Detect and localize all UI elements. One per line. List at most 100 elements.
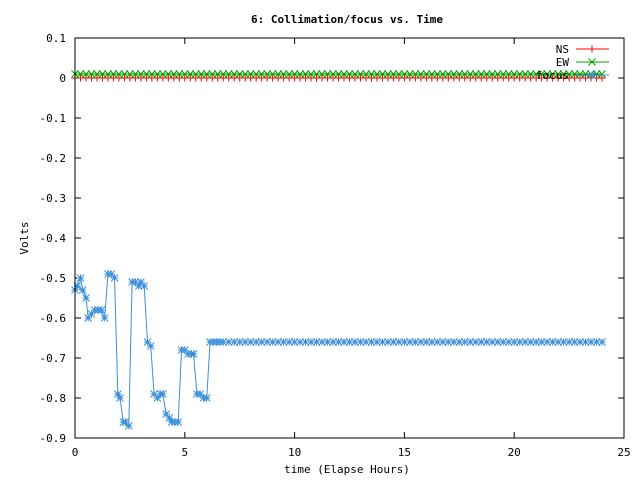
- data-point-ew: [438, 70, 447, 78]
- data-point-focus: [532, 338, 541, 346]
- data-point-focus: [565, 338, 573, 346]
- data-point-focus: [146, 342, 155, 350]
- data-point-focus: [340, 338, 348, 346]
- data-point-ns: [598, 74, 606, 82]
- data-point-ew: [559, 70, 568, 78]
- data-point-focus: [290, 338, 299, 346]
- data-point-ew: [499, 70, 508, 78]
- data-point-focus: [76, 274, 85, 282]
- legend-label-ns: NS: [556, 43, 569, 56]
- data-point-focus: [97, 306, 106, 314]
- data-point-ew: [274, 70, 282, 78]
- legend-label-focus: focus: [536, 69, 569, 82]
- y-tick-label: -0.7: [40, 352, 67, 365]
- data-point-ew: [362, 70, 370, 78]
- data-point-ew: [191, 70, 200, 78]
- series-line-focus: [74, 273, 603, 428]
- data-point-ew: [164, 70, 173, 78]
- data-point-ew: [384, 70, 392, 78]
- data-point-ew: [268, 70, 277, 78]
- x-tick-label: 20: [508, 446, 521, 459]
- data-point-focus: [411, 338, 420, 346]
- y-tick-label: -0.9: [40, 432, 67, 445]
- data-point-ew: [104, 70, 112, 78]
- legend-marker-ew: [588, 58, 596, 66]
- y-tick-label: -0.8: [40, 392, 67, 405]
- data-point-ew: [87, 70, 96, 78]
- y-tick-label: -0.4: [40, 232, 67, 245]
- data-point-ew: [213, 70, 222, 78]
- data-point-ew: [109, 70, 118, 78]
- data-point-focus: [116, 394, 124, 402]
- data-point-ew: [565, 70, 573, 78]
- data-point-ew: [477, 70, 486, 78]
- data-point-ew: [466, 70, 475, 78]
- data-point-focus: [598, 338, 606, 346]
- data-point-ew: [120, 70, 129, 78]
- data-point-ew: [312, 70, 321, 78]
- data-point-focus: [246, 338, 255, 346]
- data-point-ew: [417, 70, 425, 78]
- data-point-ew: [548, 70, 557, 78]
- data-point-ew: [598, 70, 606, 78]
- legend-marker-ns: [588, 45, 596, 53]
- x-axis-label: time (Elapse Hours): [284, 463, 410, 476]
- data-point-focus: [477, 338, 486, 346]
- data-point-ew: [411, 70, 420, 78]
- data-point-focus: [150, 390, 158, 398]
- y-tick-label: -0.2: [40, 152, 67, 165]
- data-point-ew: [137, 70, 145, 78]
- data-point-ew: [235, 70, 244, 78]
- plot-frame: [74, 37, 625, 439]
- axes: 0 5 10 15 20 25 0.1 0 -0.1 -0.2 -0.3 -0.4 -0.5 -0.6 -0…: [40, 32, 631, 459]
- data-point-focus: [189, 350, 198, 358]
- data-point-ew: [367, 70, 376, 78]
- data-point-ew: [76, 70, 85, 78]
- data-point-ew: [373, 70, 381, 78]
- data-point-focus: [318, 338, 326, 346]
- data-point-ew: [158, 70, 167, 78]
- data-point-ew: [592, 70, 601, 78]
- data-point-ew: [197, 70, 206, 78]
- data-point-ew: [378, 70, 387, 78]
- data-point-ew: [224, 70, 233, 78]
- data-point-ew: [180, 70, 189, 78]
- data-point-ew: [515, 70, 524, 78]
- data-point-focus: [559, 338, 568, 346]
- data-point-ew: [318, 70, 326, 78]
- data-point-ew: [345, 70, 354, 78]
- data-point-focus: [230, 338, 239, 346]
- data-point-focus: [153, 394, 162, 402]
- data-point-ew: [186, 70, 195, 78]
- data-point-focus: [400, 338, 409, 346]
- data-point-ew: [329, 70, 337, 78]
- data-point-ew: [296, 70, 304, 78]
- data-point-ew: [356, 70, 365, 78]
- data-point-ew: [449, 70, 458, 78]
- data-point-ew: [131, 70, 140, 78]
- data-point-ew: [351, 70, 359, 78]
- y-tick-label: -0.1: [40, 112, 67, 125]
- data-point-ew: [257, 70, 266, 78]
- data-point-focus: [433, 338, 442, 346]
- data-point-ew: [395, 70, 403, 78]
- data-point-ew: [93, 70, 101, 78]
- data-point-ew: [554, 70, 562, 78]
- data-point-ew: [290, 70, 299, 78]
- data-point-focus: [252, 338, 261, 346]
- data-point-ew: [285, 70, 293, 78]
- data-point-ew: [570, 70, 579, 78]
- x-tick-label: 0: [72, 446, 79, 459]
- data-point-ew: [115, 70, 123, 78]
- data-point-ew: [488, 70, 497, 78]
- data-point-ew: [532, 70, 541, 78]
- data-point-ew: [406, 70, 414, 78]
- data-point-focus: [124, 422, 133, 430]
- data-point-focus: [82, 294, 90, 302]
- y-tick-label: 0.1: [46, 32, 66, 45]
- data-point-focus: [548, 338, 557, 346]
- data-point-ew: [526, 70, 535, 78]
- data-point-ew: [334, 70, 343, 78]
- data-point-ew: [148, 70, 156, 78]
